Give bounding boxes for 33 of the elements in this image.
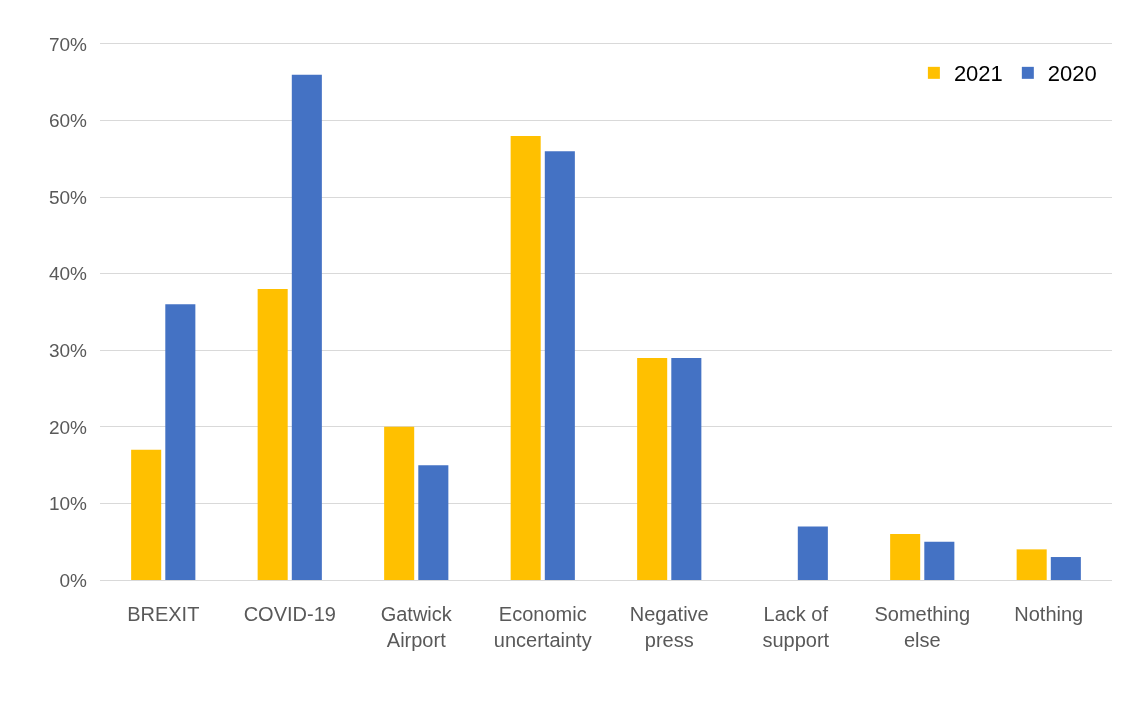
bar: [165, 304, 196, 580]
y-tick-label: 0%: [59, 569, 88, 591]
bar: [1050, 557, 1081, 580]
bar: [671, 357, 702, 580]
y-tick-label: 60%: [48, 110, 88, 132]
x-tick-label: Something else: [874, 603, 971, 652]
bar: [131, 449, 162, 580]
x-tick-label: COVID-19: [243, 603, 336, 626]
y-tick-label: 50%: [48, 186, 88, 208]
x-tick-label: Economic uncertainty: [493, 603, 592, 652]
y-tick-label: 40%: [48, 263, 88, 285]
x-tick-label: Nothing: [1014, 603, 1084, 626]
bar: [257, 289, 288, 580]
bar: [384, 426, 415, 580]
x-tick-label: BREXIT: [127, 603, 200, 626]
bar: [510, 135, 541, 580]
legend-label: 2021: [953, 61, 1003, 87]
bar: [418, 465, 449, 580]
x-tick-label: Negative press: [629, 603, 709, 652]
y-tick-label: 30%: [48, 339, 88, 361]
bar: [544, 151, 575, 580]
bar: [924, 541, 955, 580]
x-tick-label: Lack of support: [762, 603, 830, 652]
bar: [797, 526, 828, 580]
bar: [637, 357, 668, 580]
x-tick-label: Gatwick Airport: [380, 603, 453, 652]
y-tick-label: 20%: [48, 416, 88, 438]
bar: [291, 74, 322, 580]
bar: [890, 534, 921, 580]
legend-label: 2020: [1047, 61, 1097, 87]
bar: [1016, 549, 1047, 580]
y-tick-label: 70%: [48, 33, 88, 55]
y-tick-label: 10%: [48, 493, 88, 515]
